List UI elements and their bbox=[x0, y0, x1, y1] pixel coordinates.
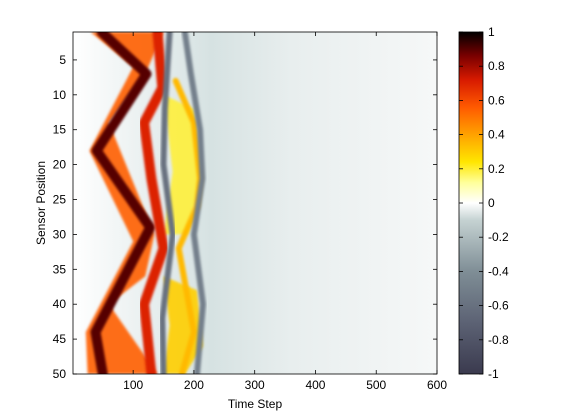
x-axis-label: Time Step bbox=[228, 397, 283, 411]
colorbar-tick-label: 0.8 bbox=[488, 59, 505, 73]
y-tick-label: 45 bbox=[53, 332, 67, 346]
x-tick-label: 100 bbox=[123, 378, 143, 392]
x-tick-label: 500 bbox=[366, 378, 386, 392]
y-tick-label: 5 bbox=[59, 53, 66, 67]
y-tick-label: 25 bbox=[53, 193, 67, 207]
ridge-positive-inner bbox=[139, 32, 169, 374]
y-axis: 5 10 15 20 25 30 35 40 45 50 bbox=[53, 53, 437, 381]
y-tick-label: 10 bbox=[53, 88, 67, 102]
y-axis-label: Sensor Position bbox=[34, 161, 48, 245]
y-tick-label: 30 bbox=[53, 227, 67, 241]
colorbar-tick-label: 0.4 bbox=[488, 128, 505, 142]
ridge-positive-main bbox=[90, 32, 156, 374]
colorbar-tick-label: -0.8 bbox=[488, 333, 509, 347]
ridge-negative-inner bbox=[159, 32, 176, 374]
colorbar-axis: 1 0.8 0.6 0.4 0.2 0 -0.2 -0.4 -0.6 -0.8 -1 bbox=[459, 25, 509, 381]
colorbar-tick-label: -1 bbox=[488, 367, 499, 381]
colorbar-tick-label: -0.6 bbox=[488, 299, 509, 313]
heatmap-field bbox=[85, 32, 206, 374]
colorbar-tick-label: -0.2 bbox=[488, 230, 509, 244]
y-tick-label: 35 bbox=[53, 262, 67, 276]
x-tick-label: 600 bbox=[427, 378, 447, 392]
field-region-3 bbox=[163, 276, 203, 374]
colorbar-tick-label: -0.4 bbox=[488, 264, 509, 278]
x-axis: 100 200 300 400 500 600 bbox=[123, 32, 447, 392]
field-region-1 bbox=[85, 32, 164, 374]
y-tick-label: 15 bbox=[53, 123, 67, 137]
ridge-negative-outer bbox=[181, 32, 206, 374]
x-tick-label: 200 bbox=[184, 378, 204, 392]
x-tick-label: 300 bbox=[245, 378, 265, 392]
x-tick-label: 400 bbox=[305, 378, 325, 392]
colorbar-tick-label: 0.6 bbox=[488, 93, 505, 107]
colorbar-tick-label: 1 bbox=[488, 25, 495, 39]
y-tick-label: 50 bbox=[53, 367, 67, 381]
colorbar-tick-label: 0.2 bbox=[488, 162, 505, 176]
y-tick-label: 20 bbox=[53, 158, 67, 172]
y-tick-label: 40 bbox=[53, 297, 67, 311]
colorbar-tick-label: 0 bbox=[488, 196, 495, 210]
